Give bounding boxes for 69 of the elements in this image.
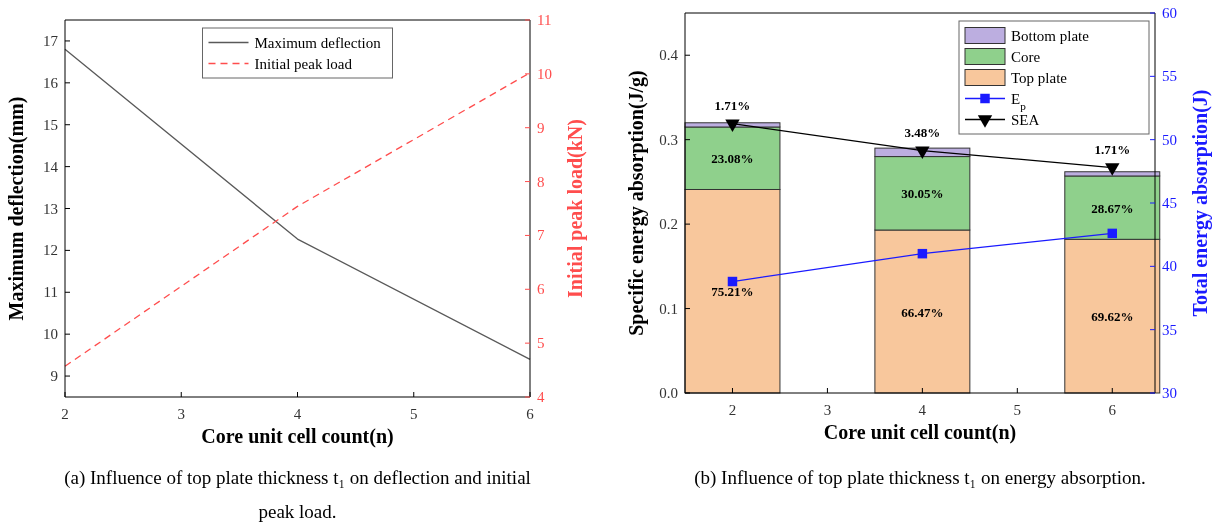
- point: [1107, 228, 1118, 239]
- y2-axis-title: Initial peak load(kN): [564, 119, 587, 298]
- y2-tick-label: 9: [537, 119, 545, 136]
- y-tick-label: 13: [43, 200, 58, 217]
- annotation: 28.67%: [1091, 200, 1134, 216]
- y-tick-label: 10: [43, 326, 58, 343]
- x-axis-title: Core unit cell count(n): [823, 421, 1017, 444]
- y-tick-label: 0.2: [659, 216, 678, 233]
- y2-tick-label: 10: [537, 65, 552, 82]
- x-tick-label: 6: [526, 406, 535, 422]
- point: [725, 119, 740, 132]
- annotation: 1.71%: [714, 97, 751, 113]
- x-tick-label: 2: [728, 402, 737, 418]
- annotation: 69.62%: [1091, 309, 1134, 325]
- y-tick-label: 16: [43, 74, 59, 91]
- legend-label: E$_{p}$: [1011, 90, 1027, 112]
- y2-tick-label: 6: [537, 281, 545, 298]
- point: [1105, 163, 1120, 176]
- x-axis-title: Core unit cell count(n): [201, 425, 394, 448]
- y2-tick-label: 60: [1162, 5, 1177, 21]
- annotation: 30.05%: [901, 186, 944, 202]
- y2-tick-label: 55: [1162, 68, 1177, 85]
- y-tick-label: 0.0: [659, 385, 678, 401]
- legend-label: Core: [1011, 48, 1041, 65]
- y-tick-label: 15: [43, 116, 58, 133]
- y-tick-label: 0.4: [659, 47, 679, 64]
- point: [727, 276, 738, 287]
- y2-tick-label: 40: [1162, 258, 1177, 275]
- text: (a) Influence of top plate thickness t₁ on deflection and initial peak load.: [64, 467, 531, 522]
- legend-label: Initial peak load: [254, 55, 353, 72]
- y2-tick-label: 4: [537, 389, 545, 405]
- x-tick-label: 6: [1108, 402, 1117, 418]
- legend-label: Top plate: [1011, 69, 1068, 86]
- y2-tick-label: 7: [537, 227, 545, 244]
- legend-label: SEA: [1011, 111, 1040, 128]
- y2-tick-label: 30: [1162, 385, 1177, 401]
- x-tick-label: 4: [918, 402, 927, 418]
- y2-tick-label: 11: [537, 12, 552, 28]
- y-tick-label: 14: [43, 158, 59, 175]
- y-tick-label: 9: [50, 368, 58, 385]
- y-axis-title: Specific energy absorption(J/g): [625, 70, 648, 336]
- y-axis-title: Maximum deflection(mm): [5, 96, 28, 321]
- legend-label: Maximum deflection: [254, 34, 382, 51]
- y-tick-label: 12: [43, 242, 58, 259]
- text: (b) Influence of top plate thickness t₁ on energy absorption.: [694, 467, 1146, 489]
- x-tick-label: 5: [410, 406, 418, 422]
- y2-tick-label: 45: [1162, 195, 1177, 211]
- y-tick-label: 17: [43, 32, 59, 49]
- annotation: 1.71%: [1094, 141, 1131, 157]
- point: [915, 146, 930, 159]
- y-tick-label: 0.3: [659, 131, 678, 148]
- y2-tick-label: 35: [1162, 321, 1177, 338]
- annotation: 75.21%: [711, 284, 754, 300]
- annotation: 3.48%: [904, 124, 941, 140]
- y2-axis-title: Total energy absorption(J): [1189, 89, 1212, 317]
- x-tick-label: 5: [1013, 402, 1022, 418]
- annotation: 66.47%: [901, 304, 944, 320]
- x-tick-label: 2: [61, 406, 69, 422]
- x-tick-label: 3: [177, 406, 185, 422]
- annotation: 23.08%: [711, 151, 754, 167]
- y2-tick-label: 50: [1162, 131, 1177, 148]
- y-tick-label: 11: [43, 284, 58, 301]
- x-tick-label: 4: [293, 406, 302, 422]
- x-tick-label: 3: [823, 402, 832, 418]
- y2-tick-label: 8: [537, 173, 545, 190]
- legend-label: Bottom plate: [1011, 27, 1090, 44]
- point: [917, 248, 928, 259]
- y-tick-label: 0.1: [659, 300, 678, 317]
- y2-tick-label: 5: [537, 335, 545, 352]
